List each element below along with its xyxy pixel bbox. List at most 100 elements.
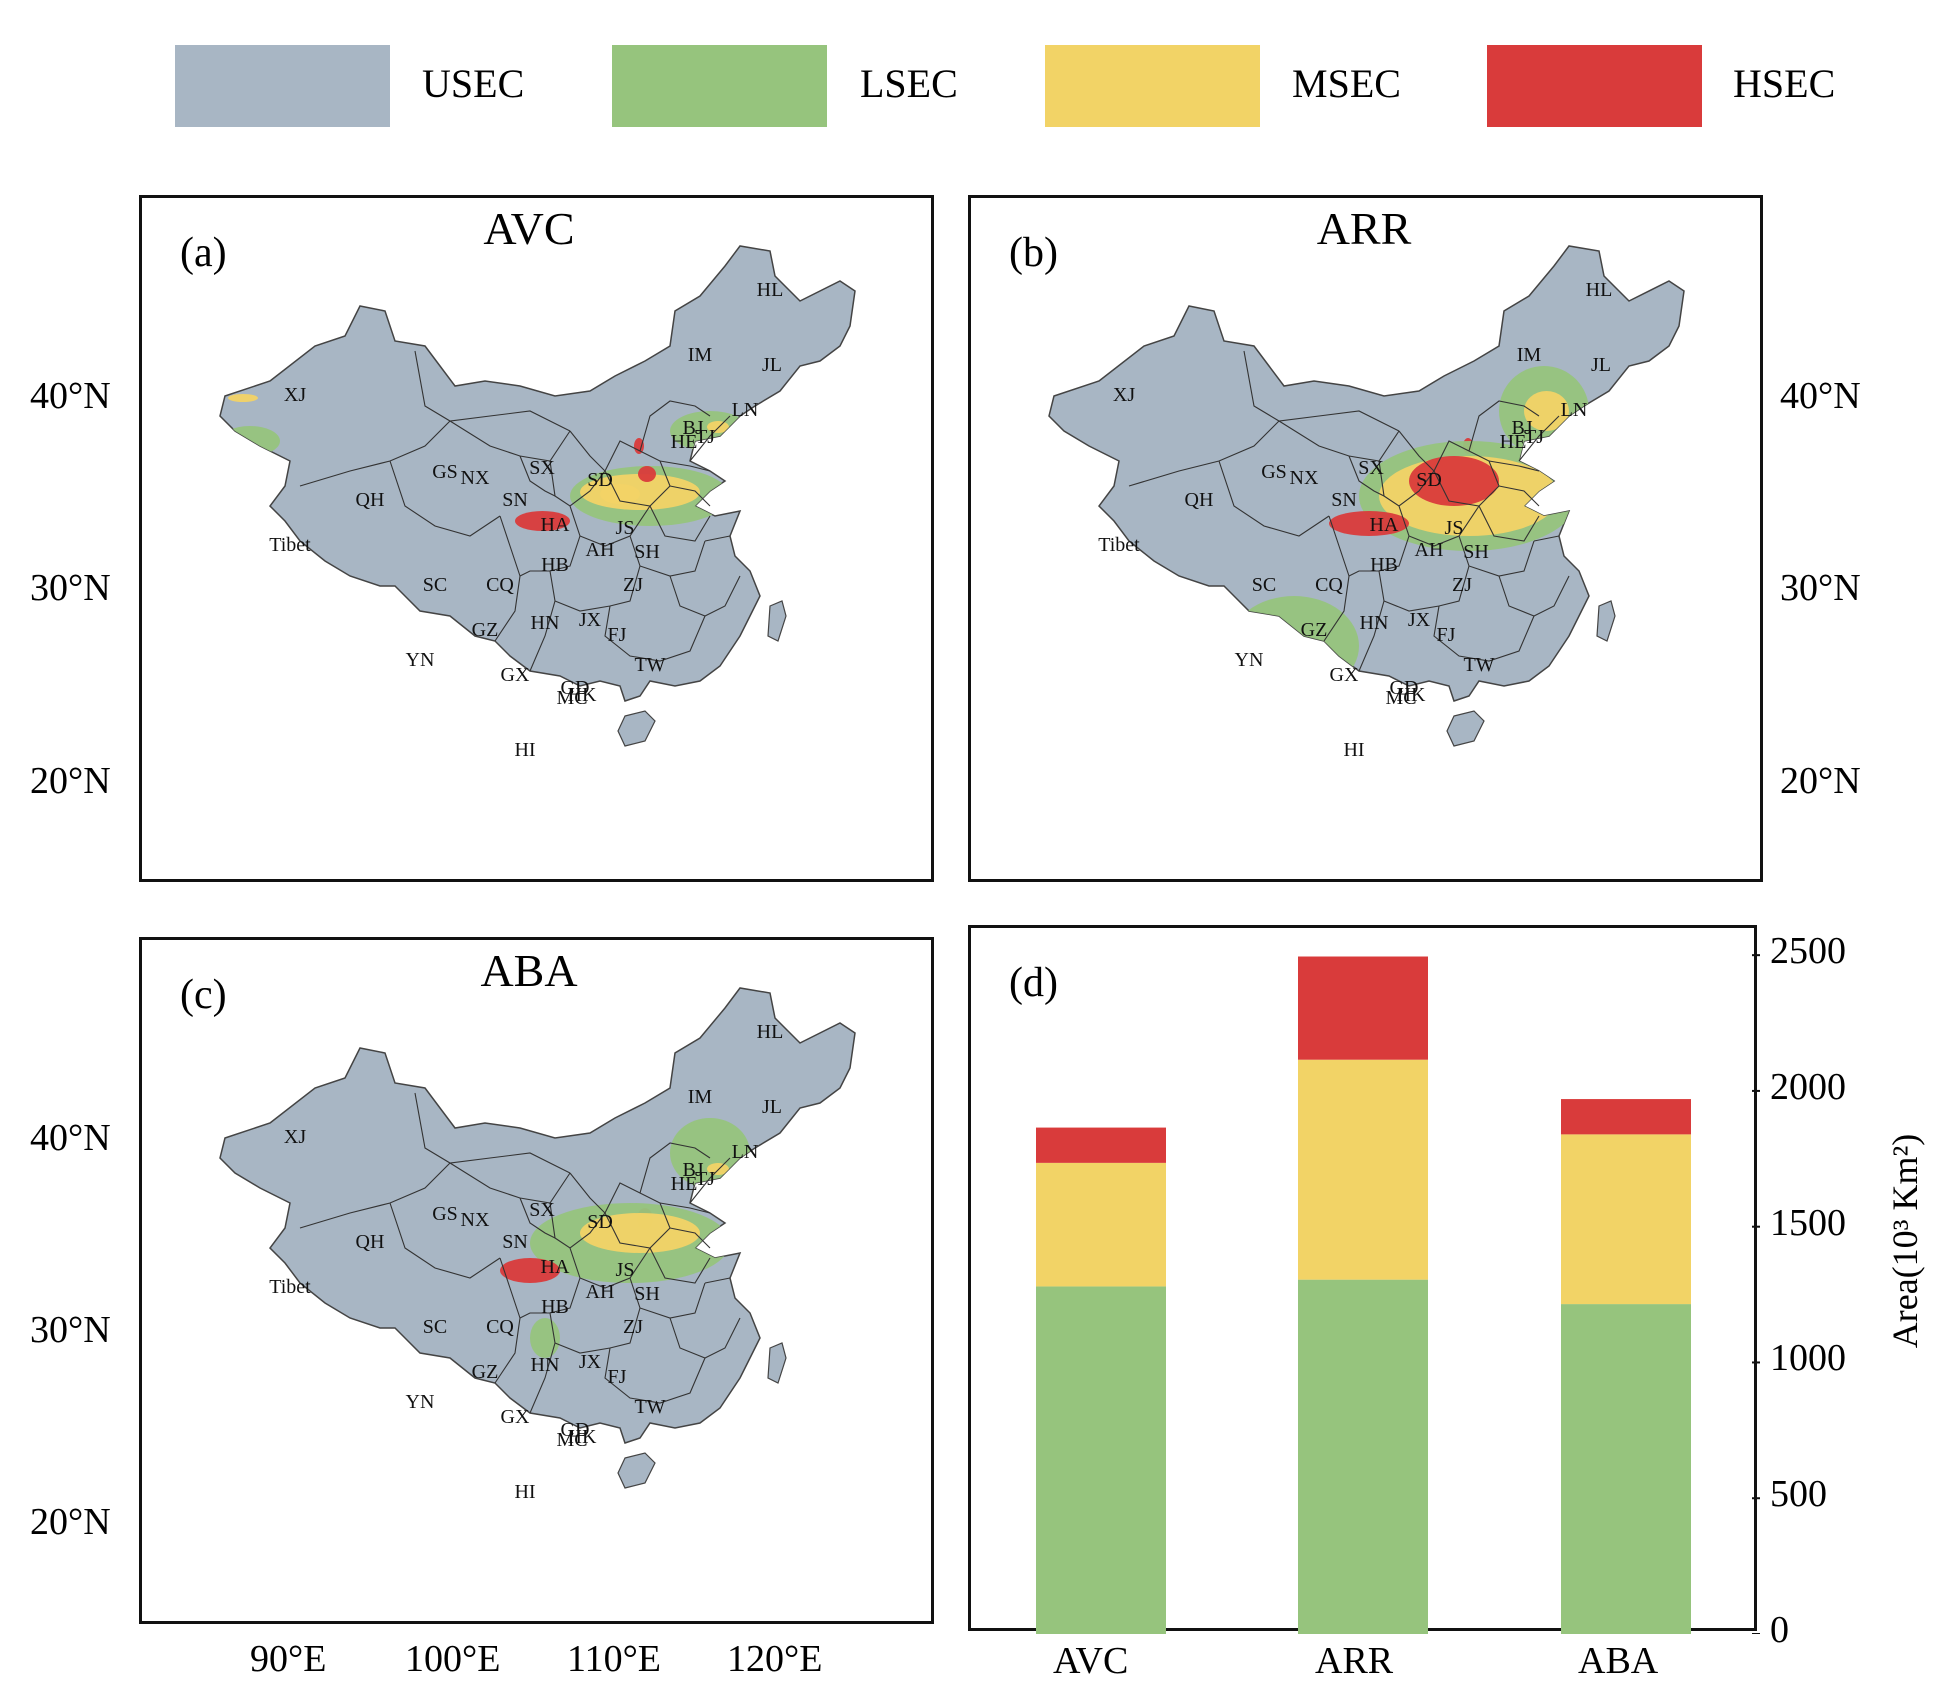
bar-avc-lsec	[1036, 1286, 1166, 1634]
province-label-bj: BJ	[682, 417, 703, 439]
province-border	[389, 460, 501, 537]
province-label-ah: AH	[586, 539, 615, 561]
province-label-im: IM	[1517, 344, 1542, 366]
panel-letter: (a)	[180, 230, 227, 276]
province-label-ln: LN	[1561, 399, 1588, 421]
province-label-im: IM	[688, 344, 713, 366]
province-border	[1378, 565, 1470, 612]
lon-label-100e: 100°E	[405, 1638, 501, 1680]
bar-chart	[1036, 954, 1760, 1634]
class-patch-hsec	[634, 438, 644, 454]
class-patch-msec	[228, 394, 258, 402]
province-label-gx: GX	[501, 664, 530, 686]
province-label-qh: QH	[1185, 489, 1214, 511]
province-label-gs: GS	[1261, 461, 1287, 483]
province-label-gd: GD	[1390, 677, 1419, 699]
province-label-sh: SH	[634, 1283, 660, 1305]
province-label-he: HE	[671, 1173, 698, 1195]
province-label-gs: GS	[432, 461, 458, 483]
province-label-hl: HL	[757, 1021, 784, 1043]
y-tick-label: 1500	[1770, 1201, 1846, 1244]
legend-label-hsec: HSEC	[1733, 61, 1836, 106]
class-patch-lsec	[400, 1378, 510, 1443]
province-label-gx: GX	[1330, 664, 1359, 686]
province-label-hl: HL	[757, 279, 784, 301]
province-border	[1518, 415, 1560, 462]
bar-avc-msec	[1036, 1162, 1166, 1287]
province-label-jx: JX	[579, 1351, 602, 1373]
province-border	[1398, 505, 1480, 547]
province-label-hb: HB	[1370, 554, 1398, 576]
y-axis-label: Area(10³ Km²)	[1885, 1133, 1925, 1349]
province-label-jl: JL	[1591, 354, 1611, 376]
x-category-label: ARR	[1315, 1640, 1394, 1682]
province-label-sd: SD	[587, 1211, 613, 1233]
legend-swatch-msec	[1045, 45, 1260, 127]
panel-title: ARR	[1316, 203, 1412, 254]
lat-label-40n-right: 40°N	[1780, 375, 1861, 417]
province-border	[689, 415, 731, 462]
province-border	[529, 600, 556, 672]
province-label-cq: CQ	[486, 574, 514, 596]
y-tick-label: 2000	[1770, 1065, 1846, 1108]
legend-label-msec: MSEC	[1292, 61, 1401, 106]
province-label-yn: YN	[1235, 649, 1264, 671]
lat-label-20n-left-bottom: 20°N	[30, 1501, 111, 1543]
province-label-ln: LN	[732, 1141, 759, 1163]
province-label-ha: HA	[541, 514, 570, 536]
province-label-zj: ZJ	[1452, 574, 1472, 596]
province-border	[549, 565, 641, 612]
province-border	[604, 440, 671, 507]
province-label-jx: JX	[1408, 609, 1431, 631]
lat-label-40n-left-bottom: 40°N	[30, 1117, 111, 1159]
province-label-hn: HN	[1360, 612, 1389, 634]
class-patch-hsec	[638, 466, 656, 482]
province-border	[1243, 350, 1400, 432]
province-border	[649, 505, 711, 542]
class-patch-lsec	[290, 326, 330, 341]
bar-arr-msec	[1298, 1059, 1428, 1280]
province-border	[639, 400, 711, 452]
province-border	[604, 1347, 706, 1404]
bar-aba-msec	[1561, 1134, 1691, 1305]
province-label-mc: MC	[1385, 687, 1416, 709]
province-border	[669, 1227, 711, 1249]
province-border	[1433, 440, 1500, 507]
class-patch-hsec	[500, 1258, 560, 1283]
province-border	[704, 535, 731, 542]
province-label-sc: SC	[423, 1316, 447, 1338]
legend-swatch-usec	[175, 45, 390, 127]
province-label-sh: SH	[1463, 541, 1489, 563]
province-label-ah: AH	[1415, 539, 1444, 561]
province-label-bj: BJ	[1511, 417, 1532, 439]
province-label-jl: JL	[762, 354, 782, 376]
province-label-sx: SX	[1358, 457, 1384, 479]
province-border	[1468, 400, 1540, 452]
province-label-tibet: Tibet	[1098, 534, 1140, 556]
province-border	[519, 1197, 556, 1239]
province-label-ha: HA	[1370, 514, 1399, 536]
province-label-sn: SN	[1331, 489, 1357, 511]
x-category-label: AVC	[1053, 1640, 1129, 1682]
class-patch-lsec	[530, 1318, 560, 1358]
province-label-sd: SD	[587, 469, 613, 491]
province-border	[1533, 535, 1560, 542]
province-label-xj: XJ	[284, 1126, 306, 1148]
class-patch-msec	[1524, 391, 1569, 431]
province-border	[1358, 600, 1385, 672]
province-label-qh: QH	[356, 1231, 385, 1253]
province-border	[639, 1142, 711, 1194]
taiwan-island	[767, 600, 787, 642]
lon-label-90e: 90°E	[250, 1638, 327, 1680]
province-border	[1498, 485, 1540, 507]
province-label-tj: TJ	[695, 1168, 715, 1190]
province-label-zj: ZJ	[623, 574, 643, 596]
province-label-ah: AH	[586, 1281, 615, 1303]
province-border	[414, 1092, 571, 1174]
province-label-tj: TJ	[1524, 426, 1544, 448]
map-panel-a: HL IM JL LN BJ TJ HE XJ GS NX SX SD SN HA QH Tibet JS AH S…	[139, 195, 934, 882]
province-label-hn: HN	[531, 1354, 560, 1376]
panel-letter: (c)	[180, 972, 227, 1018]
panel-letter: (b)	[1009, 230, 1058, 276]
